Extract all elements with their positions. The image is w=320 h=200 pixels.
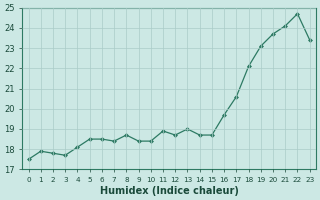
X-axis label: Humidex (Indice chaleur): Humidex (Indice chaleur) xyxy=(100,186,239,196)
